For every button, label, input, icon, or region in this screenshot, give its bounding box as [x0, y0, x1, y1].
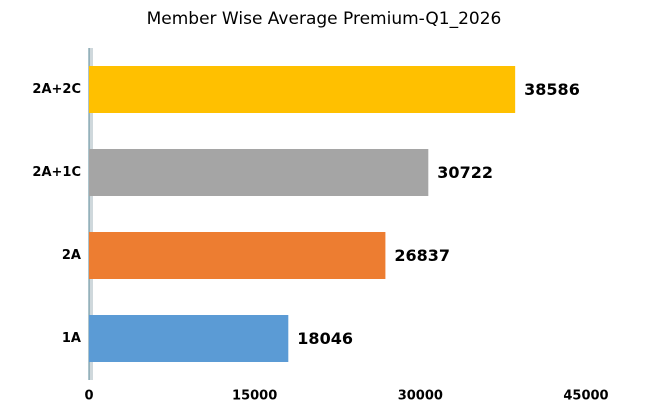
- y-tick-label: 2A+1C: [32, 165, 81, 180]
- y-tick-label: 2A+2C: [32, 82, 81, 97]
- bar: [89, 66, 516, 113]
- value-label: 38586: [524, 80, 580, 99]
- y-tick-label: 1A: [62, 331, 81, 346]
- x-tick-label: 0: [84, 389, 93, 404]
- value-label: 30722: [437, 163, 493, 182]
- value-label: 18046: [297, 329, 353, 348]
- bar: [89, 315, 289, 362]
- value-label: 26837: [394, 246, 450, 265]
- y-tick-label: 2A: [62, 248, 81, 263]
- bar: [89, 149, 429, 196]
- x-tick-label: 15000: [232, 389, 277, 404]
- x-tick-label: 45000: [563, 389, 608, 404]
- chart-title: Member Wise Average Premium-Q1_2026: [147, 9, 502, 29]
- bar: [89, 232, 386, 279]
- x-tick-label: 30000: [398, 389, 443, 404]
